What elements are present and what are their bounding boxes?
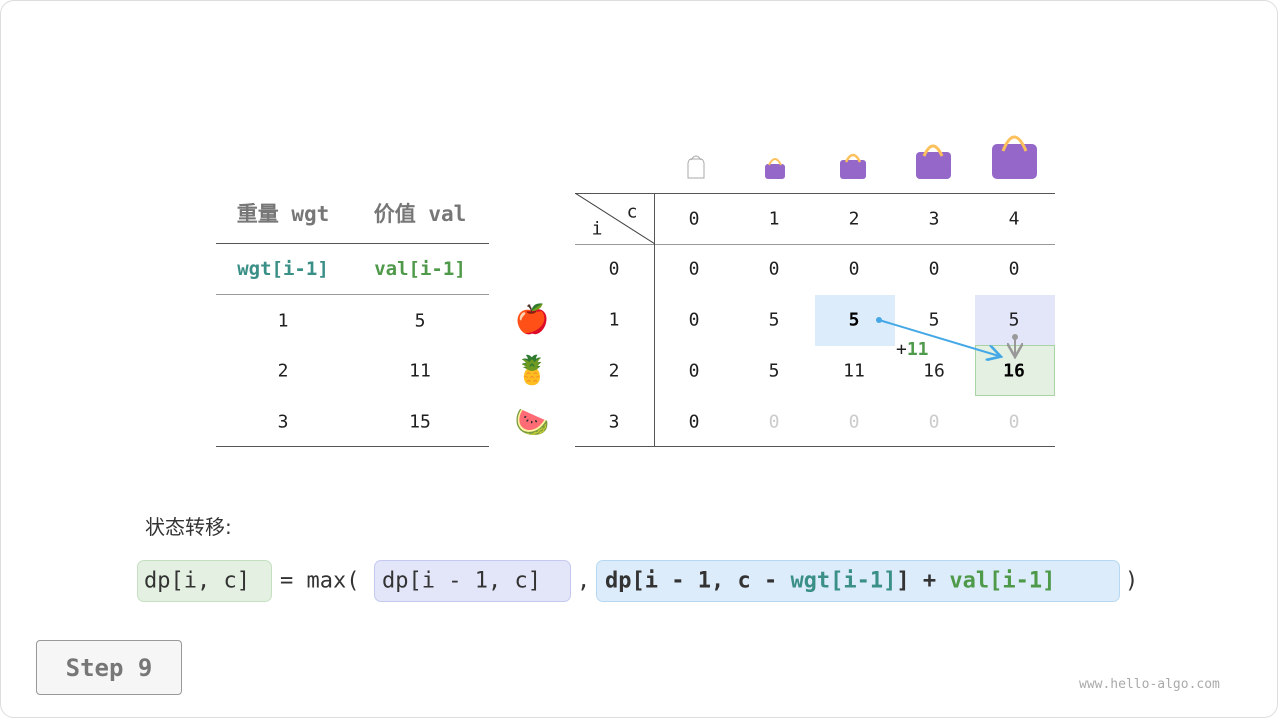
watermelon-icon: 🍉	[514, 405, 550, 439]
dp-cell: 5	[768, 360, 780, 382]
dp-cell: 0	[928, 258, 940, 280]
row-header: 0	[608, 258, 620, 280]
transition-label: 状态转移:	[145, 515, 232, 539]
dp-cell: 0	[848, 258, 860, 280]
corner-c: c	[626, 201, 638, 223]
wgt-2: 2	[277, 360, 289, 382]
val-3: 15	[409, 411, 431, 433]
opt1: dp[i - 1, c]	[382, 568, 541, 594]
bag-icons	[687, 135, 1037, 179]
plus-value: 11	[906, 339, 929, 360]
subheader-wgt: wgt[i-1]	[237, 258, 329, 280]
close-paren: )	[1125, 568, 1139, 594]
apple-icon: 🍎	[514, 302, 550, 336]
row-header: 3	[608, 411, 620, 433]
dp-cell: 5	[928, 309, 940, 331]
corner-i: i	[591, 218, 603, 240]
dp-cell: 16	[1003, 360, 1025, 382]
dp-cell: 11	[843, 360, 865, 382]
dp-cell: 0	[688, 309, 700, 331]
dp-cell: 5	[848, 309, 860, 331]
val-1: 5	[414, 310, 426, 332]
divider	[216, 294, 489, 295]
col-header: 2	[848, 208, 860, 230]
dp-cell: 0	[1008, 411, 1020, 433]
dp-cell: 0	[928, 411, 940, 433]
step-button[interactable]: Step 9	[36, 640, 182, 695]
col-header: 3	[928, 208, 940, 230]
plus-sign: +	[896, 339, 907, 360]
pineapple-icon: 🍍	[514, 353, 550, 387]
bag-icon	[992, 135, 1037, 179]
dp-cell: 0	[688, 360, 700, 382]
wgt-1: 1	[277, 310, 289, 332]
row-header: 2	[608, 360, 620, 382]
col-header: 1	[768, 208, 780, 230]
divider	[654, 193, 655, 447]
row-header: 1	[608, 309, 620, 331]
corner-diagonal	[575, 193, 655, 245]
opt2-box	[596, 560, 1120, 602]
col-header: 0	[688, 208, 700, 230]
header-weight: 重量 wgt	[236, 202, 330, 226]
eq-max: = max(	[280, 568, 360, 594]
divider	[216, 446, 489, 447]
dp-cell: 0	[688, 411, 700, 433]
dp-cell: 0	[768, 411, 780, 433]
dp-cell: 16	[923, 360, 945, 382]
bag-icon	[840, 153, 866, 179]
opt2: dp[i - 1, c - wgt[i-1]] + val[i-1]	[605, 569, 1055, 594]
divider	[216, 243, 489, 244]
subheader-val: val[i-1]	[374, 258, 466, 280]
divider	[575, 446, 1055, 447]
divider	[575, 244, 1055, 245]
col-header: 4	[1008, 208, 1020, 230]
val-2: 11	[409, 360, 431, 382]
dp-cell: 0	[1008, 258, 1020, 280]
bag-icon	[916, 144, 951, 179]
dp-cell: 5	[1008, 309, 1020, 331]
wgt-3: 3	[277, 411, 289, 433]
header-value: 价值 val	[373, 202, 467, 226]
watermark: www.hello-algo.com	[1079, 677, 1220, 692]
divider	[575, 193, 1055, 194]
lhs: dp[i, c]	[144, 568, 250, 594]
bag-empty-icon	[687, 155, 705, 179]
opt2-val: val[i-1]	[949, 568, 1056, 594]
opt2-plus: ] +	[896, 568, 950, 594]
dp-cell: 0	[768, 258, 780, 280]
opt1-box	[374, 560, 571, 602]
dp-cell: 5	[768, 309, 780, 331]
dp-cell: 0	[688, 258, 700, 280]
plus-annotation: +11	[896, 339, 929, 360]
opt2-dp: dp[i - 1, c -	[605, 568, 791, 594]
comma: ,	[577, 568, 591, 594]
dp-cell: 0	[848, 411, 860, 433]
bag-icon	[765, 158, 785, 179]
opt2-wgt: wgt[i-1]	[790, 568, 897, 594]
transition-arrow	[878, 319, 999, 356]
lhs-box	[137, 560, 272, 602]
